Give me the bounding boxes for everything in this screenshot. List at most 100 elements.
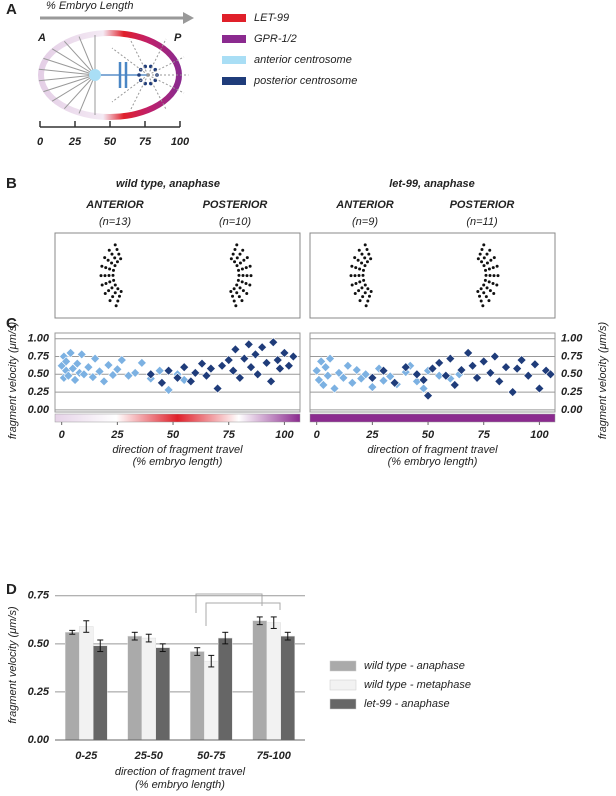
tick-label: 100: [171, 136, 190, 148]
x-tick-label: 50: [167, 429, 180, 441]
track-dot: [117, 252, 121, 256]
legend-label: let-99 - anaphase: [364, 698, 450, 710]
microtubule: [38, 68, 96, 76]
track-dot: [487, 299, 491, 303]
track-dot: [242, 258, 246, 262]
fragment-path: [147, 56, 185, 76]
point: [217, 360, 227, 371]
point: [418, 375, 429, 385]
point: [378, 375, 389, 386]
x-axis-title: (% embryo length): [135, 779, 225, 791]
point: [246, 362, 256, 373]
track-dot: [103, 274, 107, 278]
point: [252, 369, 263, 380]
point: [163, 385, 174, 395]
y-tick-label: 0.50: [28, 368, 50, 380]
track-dot: [116, 299, 120, 303]
point: [530, 359, 540, 370]
x-tick-label: 25: [365, 429, 379, 441]
track-dot: [249, 274, 253, 278]
track-dot: [485, 286, 489, 290]
bar: [79, 626, 94, 741]
point: [70, 375, 80, 385]
x-tick-label: 0: [59, 429, 66, 441]
column-n: (n=11): [466, 216, 498, 228]
track-dot: [107, 289, 111, 293]
point: [400, 362, 411, 373]
error-bar: [131, 631, 138, 641]
track-dot: [363, 264, 367, 268]
point: [534, 383, 545, 394]
track-dot: [111, 295, 115, 299]
point: [130, 367, 141, 378]
track-dot: [110, 261, 114, 265]
track-dot: [482, 283, 486, 287]
y-axis-title: fragment velocity (μm/s): [7, 322, 19, 440]
microtubule: [78, 74, 96, 114]
track-dot: [482, 264, 486, 268]
point: [318, 380, 329, 390]
x-tick-label: 50-75: [197, 750, 226, 762]
microtubule: [51, 74, 96, 102]
track-dot: [358, 299, 362, 303]
point: [360, 369, 371, 380]
track-dot: [241, 248, 245, 252]
point: [463, 348, 474, 358]
track-dot: [360, 286, 364, 290]
legend-label: GPR-1/2: [254, 33, 297, 45]
point: [516, 355, 527, 365]
error-bar: [270, 616, 277, 629]
significance-bracket: [205, 602, 281, 626]
track-dot: [492, 292, 496, 296]
track-dot: [495, 264, 499, 268]
y-axis-title: fragment velocity (μm/s): [597, 322, 609, 440]
fragment-path: [129, 74, 149, 112]
point: [507, 387, 518, 397]
track-dot: [482, 256, 486, 260]
track-dot: [245, 256, 249, 260]
point: [347, 377, 358, 388]
point: [234, 372, 245, 383]
point: [389, 377, 400, 388]
track-dot: [478, 252, 482, 256]
point: [243, 339, 254, 350]
legend-label: wild type - anaphase: [364, 660, 465, 672]
fragment-path: [129, 38, 149, 76]
bar: [204, 660, 219, 741]
track-dot: [482, 291, 486, 295]
track-dot: [363, 291, 367, 295]
bar: [155, 647, 170, 741]
x-tick-label: 100: [275, 429, 294, 441]
point: [228, 365, 239, 376]
point: [261, 357, 272, 368]
point: [197, 358, 207, 369]
x-tick-label: 75-100: [257, 750, 292, 762]
legend-swatch: [329, 679, 357, 691]
posterior-label: P: [174, 32, 182, 44]
track-dot: [482, 243, 486, 247]
legend-label: anterior centrosome: [254, 54, 352, 66]
track-dot: [354, 266, 358, 270]
track-dot: [111, 273, 115, 277]
anterior-label: A: [37, 32, 46, 44]
point: [512, 363, 523, 374]
microtubule: [43, 57, 96, 76]
x-tick-label: 25: [110, 429, 124, 441]
point: [367, 382, 378, 393]
point: [94, 366, 105, 377]
track-dot: [488, 248, 492, 252]
x-tick-label: 25-50: [134, 750, 164, 762]
column-n: (n=13): [99, 216, 131, 228]
bar: [280, 635, 295, 741]
point: [201, 370, 212, 381]
track-dot: [235, 291, 239, 295]
point: [65, 348, 76, 358]
track-dot: [484, 273, 488, 277]
point: [434, 370, 445, 381]
track-dot: [240, 280, 244, 284]
point: [445, 353, 456, 364]
point: [272, 355, 283, 365]
track-dot: [113, 264, 117, 268]
track-dot: [481, 304, 485, 308]
track-dot: [483, 278, 487, 282]
